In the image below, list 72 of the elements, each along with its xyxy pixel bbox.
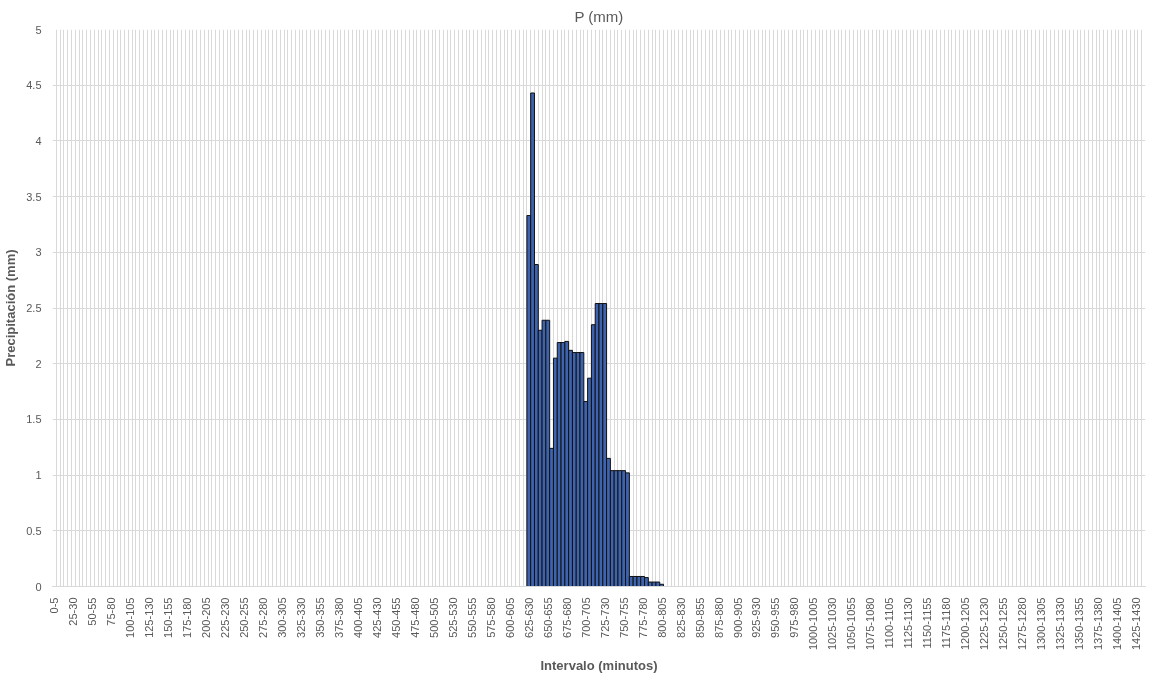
x-tick-label: 450-455 <box>389 597 402 638</box>
x-tick-label: 1425-1430 <box>1130 597 1143 651</box>
x-tick-label: 850-855 <box>693 597 706 638</box>
y-tick-label: 3 <box>35 246 42 259</box>
y-tick-label: 0 <box>35 580 42 593</box>
x-tick-label: 250-255 <box>238 597 251 638</box>
x-tick-label: 550-555 <box>465 597 478 638</box>
x-tick-label: 1000-1005 <box>807 597 820 651</box>
x-tick-label: 925-930 <box>750 597 763 638</box>
x-tick-label: 775-780 <box>636 597 649 638</box>
x-tick-label: 525-530 <box>446 597 459 638</box>
y-tick-label: 2.5 <box>26 302 42 314</box>
x-tick-label: 75-80 <box>105 597 118 626</box>
y-tick-label: 3.5 <box>26 190 42 203</box>
x-tick-label: 1100-1105 <box>883 597 896 649</box>
x-tick-label: 475-480 <box>408 597 421 638</box>
x-tick-label: 1125-1130 <box>902 597 915 649</box>
x-tick-label: 950-955 <box>769 597 782 638</box>
x-tick-label: 500-505 <box>427 597 440 638</box>
x-tick-label: 975-980 <box>788 597 801 638</box>
x-tick-label: 25-30 <box>67 597 80 626</box>
x-tick-label: 275-280 <box>257 597 270 638</box>
x-tick-label: 1300-1305 <box>1035 597 1048 651</box>
y-axis-title: Precipitación (mm) <box>3 249 19 367</box>
x-tick-label: 1400-1405 <box>1111 597 1124 651</box>
x-tick-label: 125-130 <box>143 597 156 638</box>
x-tick-label: 825-830 <box>674 597 687 638</box>
x-tick-label: 600-605 <box>503 597 516 638</box>
x-tick-label: 875-880 <box>712 597 725 638</box>
x-tick-label: 625-630 <box>522 597 535 638</box>
x-tick-label: 1225-1230 <box>978 597 991 651</box>
y-tick-label: 4.5 <box>26 79 42 92</box>
y-tick-label: 1.5 <box>26 413 42 426</box>
x-tick-label: 50-55 <box>86 597 99 626</box>
x-tick-label: 1050-1055 <box>845 597 858 651</box>
y-tick-label: 1 <box>35 469 42 482</box>
x-tick-label: 350-355 <box>314 597 327 638</box>
x-tick-label: 1200-1205 <box>959 597 972 651</box>
x-tick-label: 700-705 <box>579 597 592 638</box>
x-tick-label: 300-305 <box>276 597 289 638</box>
x-tick-label: 375-380 <box>333 597 346 638</box>
x-tick-label: 325-330 <box>295 597 308 638</box>
x-tick-label: 400-405 <box>352 597 365 638</box>
y-tick-label: 2 <box>35 357 42 370</box>
x-tick-label: 725-730 <box>598 597 611 638</box>
x-tick-label: 1375-1380 <box>1092 597 1105 651</box>
x-tick-label: 150-155 <box>162 597 175 638</box>
x-tick-label: 1325-1330 <box>1054 597 1067 651</box>
x-tick-label: 425-430 <box>370 597 383 638</box>
x-tick-label: 225-230 <box>219 597 232 638</box>
x-tick-label: 1025-1030 <box>826 597 839 651</box>
y-tick-label: 5 <box>35 23 42 36</box>
x-tick-label: 1150-1155 <box>921 597 934 649</box>
x-tick-label: 750-755 <box>617 597 630 638</box>
x-tick-label: 800-805 <box>655 597 668 638</box>
chart-title: P (mm) <box>574 7 624 25</box>
x-tick-label: 650-655 <box>541 597 554 638</box>
y-tick-label: 4 <box>35 134 42 147</box>
x-tick-label: 200-205 <box>200 597 213 638</box>
x-tick-label: 900-905 <box>731 597 744 638</box>
x-tick-label: 175-180 <box>181 597 194 638</box>
x-tick-label: 1175-1180 <box>940 597 953 649</box>
x-tick-label: 575-580 <box>484 597 497 638</box>
x-tick-label: 1075-1080 <box>864 597 877 651</box>
x-tick-label: 1275-1280 <box>1016 597 1029 651</box>
y-tick-label: 0.5 <box>26 524 42 537</box>
x-tick-label: 1250-1255 <box>997 597 1010 651</box>
x-tick-label: 100-105 <box>124 597 137 638</box>
x-tick-label: 0-5 <box>48 597 61 614</box>
x-tick-label: 1350-1355 <box>1073 597 1086 651</box>
x-tick-label: 675-680 <box>560 597 573 638</box>
x-axis-title: Intervalo (minutos) <box>540 658 658 674</box>
